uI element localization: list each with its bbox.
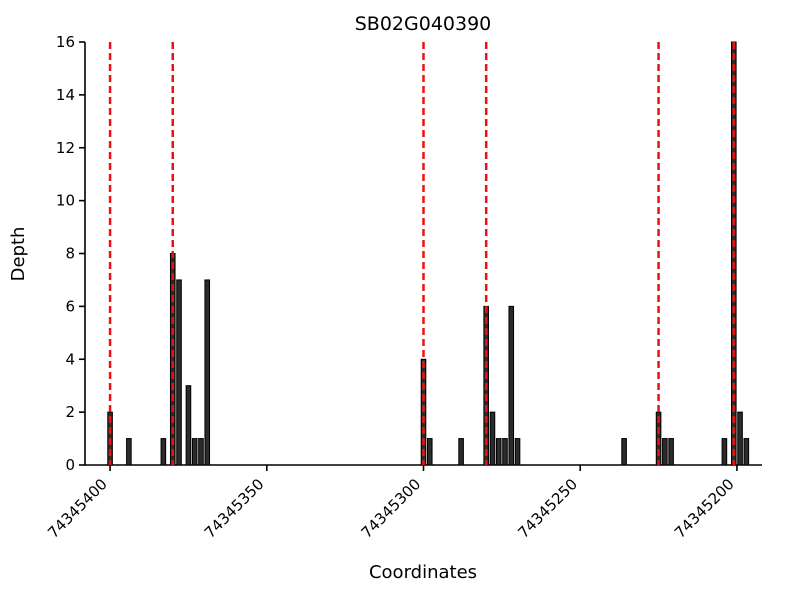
depth-bar — [185, 385, 192, 466]
y-tick-label: 8 — [65, 245, 75, 263]
depth-bar — [160, 438, 167, 466]
depth-bar — [198, 438, 204, 466]
depth-bar — [737, 411, 743, 466]
x-tick-label: 74345350 — [201, 475, 268, 542]
y-axis-label: Depth — [8, 227, 29, 282]
y-tick-label: 6 — [65, 297, 75, 315]
depth-bar — [721, 438, 728, 466]
y-tick-label: 0 — [65, 456, 75, 474]
depth-bar — [489, 411, 496, 466]
x-tick-label: 74345300 — [358, 475, 425, 542]
depth-bar — [458, 438, 464, 466]
depth-bar — [743, 438, 750, 466]
depth-bar — [514, 438, 521, 466]
depth-bar — [126, 438, 132, 466]
depth-bar — [621, 438, 627, 466]
depth-bar — [668, 438, 674, 466]
y-tick-label: 4 — [65, 350, 75, 368]
depth-bar — [176, 279, 182, 466]
x-tick-label: 74345400 — [44, 475, 111, 542]
depth-bar — [662, 438, 668, 466]
y-tick-label: 14 — [56, 86, 75, 104]
y-tick-label: 12 — [56, 139, 75, 157]
chart-title: SB02G040390 — [355, 13, 492, 35]
depth-bar — [204, 279, 211, 466]
x-tick-label: 74345250 — [514, 475, 581, 542]
y-tick-label: 10 — [56, 192, 75, 210]
x-axis-label: Coordinates — [369, 562, 477, 583]
plot-area: 0 2 4 6 8 10 12 14 16 74345400 74345350 74345300 743… — [44, 33, 762, 542]
depth-bar — [502, 438, 508, 466]
y-tick-label: 2 — [65, 403, 75, 421]
depth-bar — [191, 438, 198, 466]
y-tick-label: 16 — [56, 33, 75, 51]
depth-bar — [426, 438, 433, 466]
depth-bar — [495, 438, 502, 466]
depth-bar — [508, 305, 515, 466]
x-tick-label: 74345200 — [671, 475, 738, 542]
